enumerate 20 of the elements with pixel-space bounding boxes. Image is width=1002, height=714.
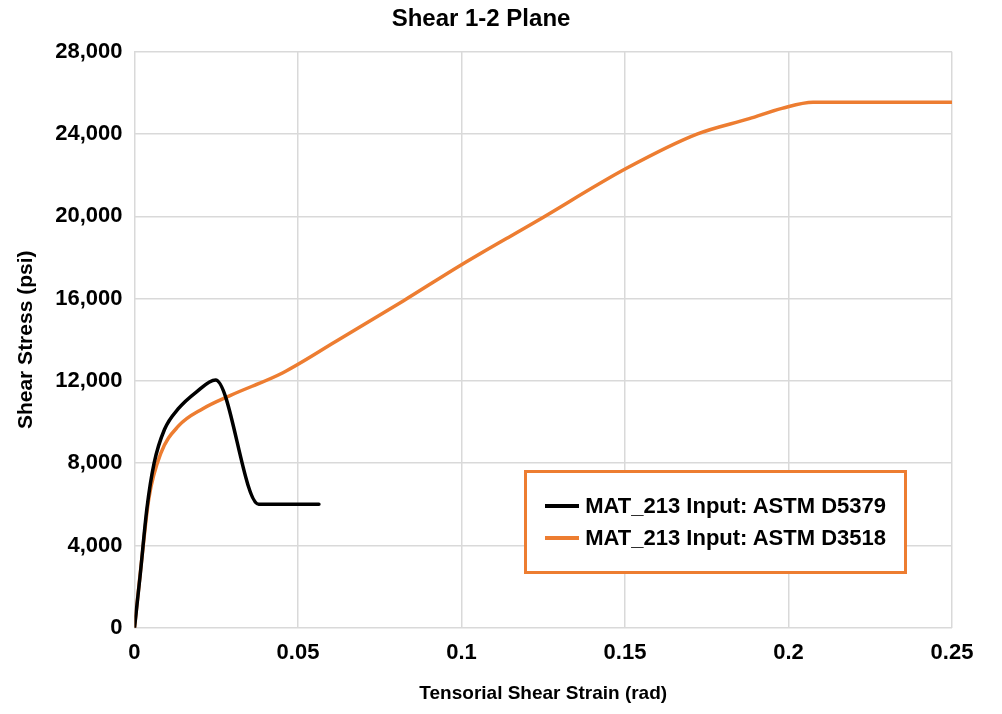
y-tick-label: 28,000 bbox=[55, 37, 123, 63]
line-series bbox=[134, 378, 321, 628]
chart-title: Shear 1-2 Plane bbox=[391, 4, 571, 32]
y-tick-label: 8,000 bbox=[67, 449, 123, 475]
legend-label: MAT_213 Input: ASTM D5379 bbox=[585, 493, 886, 519]
x-tick-label: 0.2 bbox=[773, 639, 804, 665]
x-tick-label: 0 bbox=[128, 639, 141, 665]
x-tick-label: 0.15 bbox=[603, 639, 647, 665]
x-tick-label: 0.25 bbox=[930, 639, 974, 665]
y-tick-label: 4,000 bbox=[67, 531, 123, 557]
x-axis-title: Tensorial Shear Strain (rad) bbox=[419, 681, 668, 703]
x-tick-label: 0.1 bbox=[446, 639, 477, 665]
y-tick-label: 24,000 bbox=[55, 120, 123, 146]
x-tick-label: 0.05 bbox=[276, 639, 320, 665]
y-tick-label: 0 bbox=[110, 613, 123, 639]
legend-label: MAT_213 Input: ASTM D3518 bbox=[585, 525, 886, 551]
y-tick-label: 12,000 bbox=[55, 367, 123, 393]
y-tick-label: 20,000 bbox=[55, 202, 123, 228]
y-axis-title: Shear Stress (psi) bbox=[13, 250, 37, 430]
y-tick-label: 16,000 bbox=[55, 284, 123, 310]
